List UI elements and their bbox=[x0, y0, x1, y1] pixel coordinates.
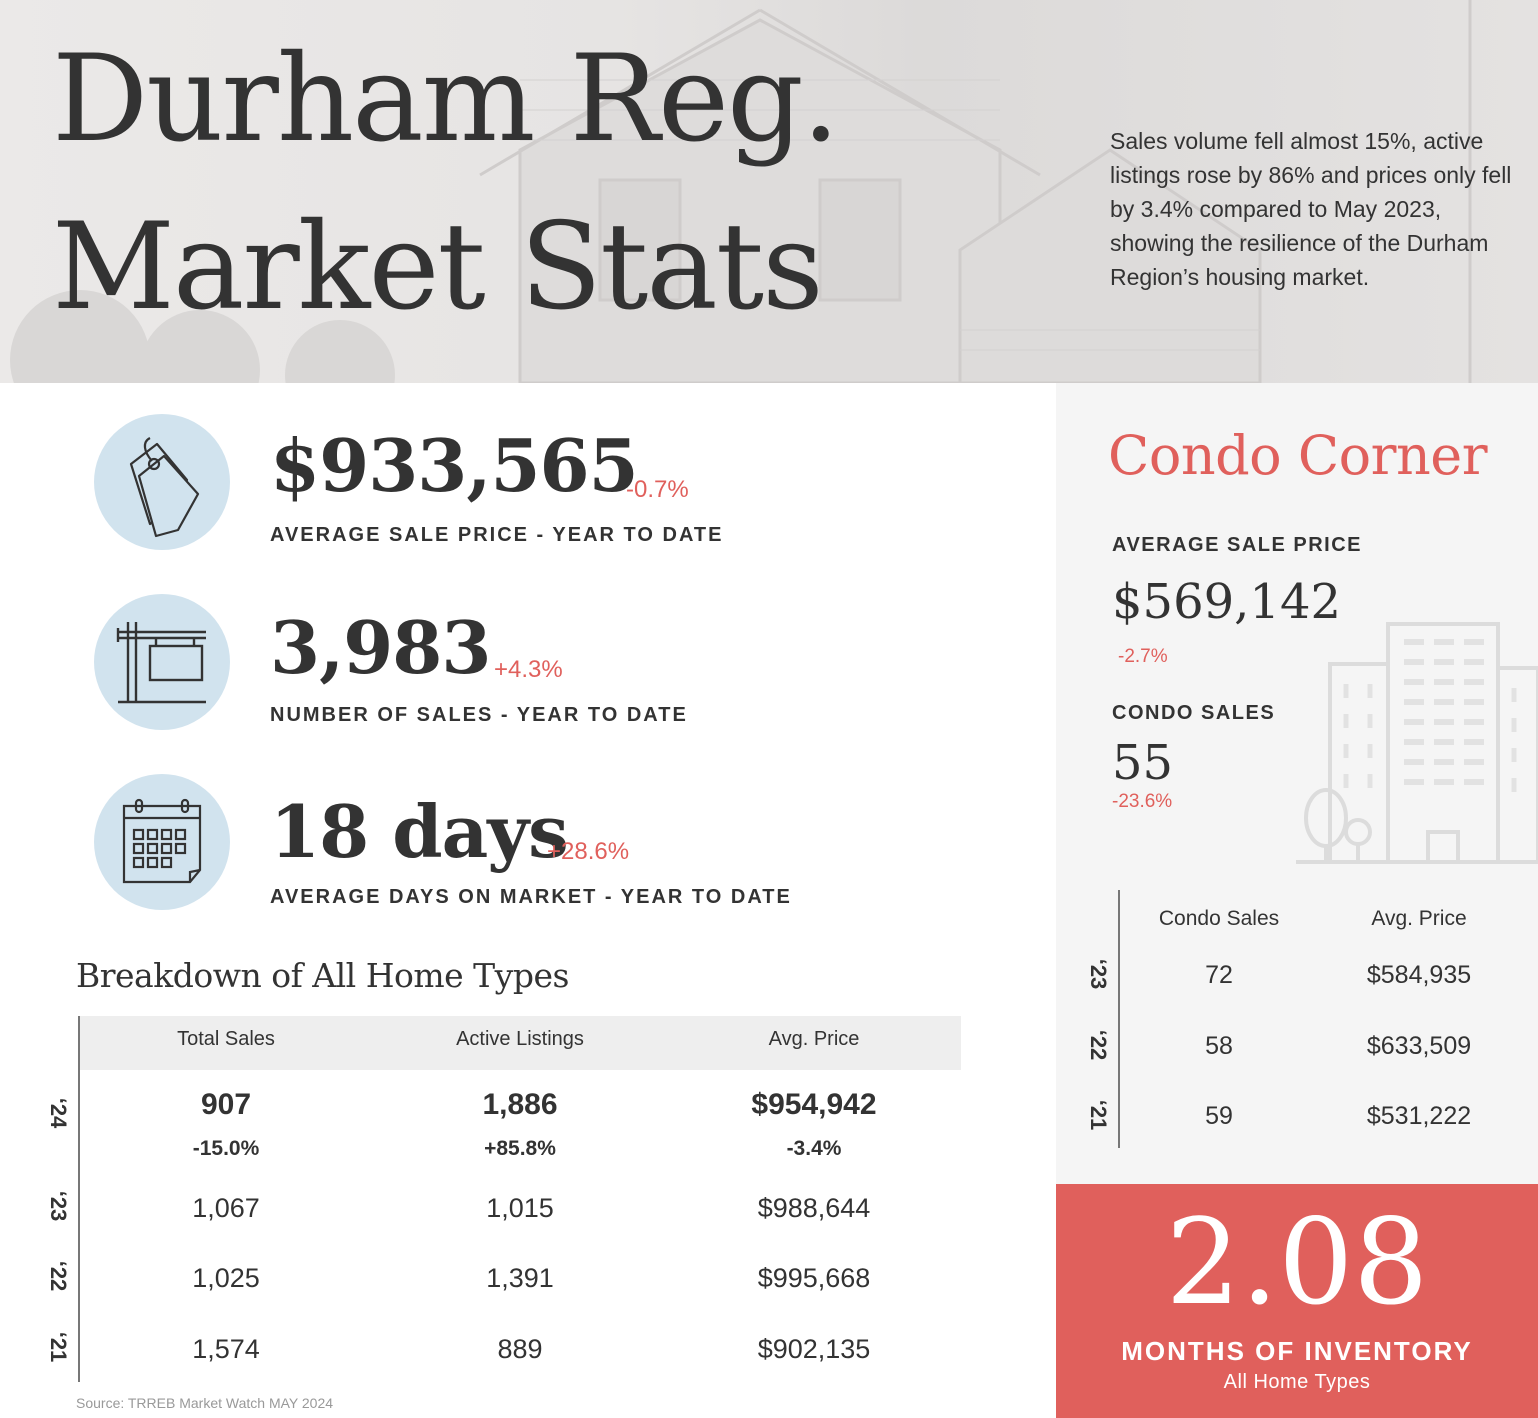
table-cell: 72 bbox=[1205, 961, 1233, 989]
row-year-label: ‘23 bbox=[46, 1190, 71, 1222]
avg-sale-price-change: -0.7% bbox=[626, 476, 689, 503]
days-on-market-value: 18 days bbox=[270, 789, 569, 874]
table-cell: 1,886 bbox=[482, 1088, 558, 1121]
table-cell: $531,222 bbox=[1366, 1102, 1472, 1130]
column-header-condo-sales: Condo Sales bbox=[1158, 907, 1280, 930]
for-sale-sign-icon bbox=[94, 594, 230, 730]
table-cell: 58 bbox=[1205, 1032, 1233, 1060]
table-cell: 1,067 bbox=[192, 1193, 260, 1223]
row-year-label: ‘23 bbox=[1086, 958, 1111, 990]
column-header-condo-avg-price: Avg. Price bbox=[1371, 907, 1467, 930]
calendar-icon bbox=[94, 774, 230, 910]
table-cell: 907 bbox=[200, 1088, 252, 1121]
page-title-line2: Market Stats bbox=[52, 198, 824, 337]
condo-table-axis-line bbox=[1118, 890, 1120, 1148]
table-cell-change: -3.4% bbox=[786, 1137, 842, 1160]
table-cell: 1,574 bbox=[192, 1334, 260, 1364]
row-year-label: ‘22 bbox=[46, 1260, 71, 1292]
table-cell: 1,025 bbox=[192, 1263, 260, 1293]
condo-avg-price-label: AVERAGE SALE PRICE bbox=[1112, 534, 1362, 556]
source-note: Source: TRREB Market Watch MAY 2024 bbox=[76, 1395, 334, 1411]
months-of-inventory-label: MONTHS OF INVENTORY bbox=[1121, 1336, 1473, 1366]
table-cell: 59 bbox=[1205, 1102, 1233, 1130]
column-header-active-listings: Active Listings bbox=[456, 1028, 584, 1050]
breakdown-axis-line bbox=[78, 1016, 80, 1382]
row-year-label: ‘21 bbox=[1086, 1099, 1111, 1131]
days-on-market-change: +28.6% bbox=[547, 838, 630, 865]
condo-sales-value: 55 bbox=[1112, 735, 1174, 791]
row-year-label: ‘22 bbox=[1086, 1029, 1111, 1061]
table-cell: $954,942 bbox=[751, 1088, 877, 1121]
buildings-icon bbox=[1296, 622, 1538, 864]
column-header-avg-price: Avg. Price bbox=[768, 1028, 860, 1050]
row-year-label: ‘21 bbox=[46, 1331, 71, 1363]
price-tag-icon bbox=[94, 414, 230, 550]
condo-avg-price-value: $569,142 bbox=[1112, 574, 1342, 630]
column-header-total-sales: Total Sales bbox=[177, 1028, 275, 1050]
table-cell: $995,668 bbox=[757, 1263, 871, 1293]
number-of-sales-label: NUMBER OF SALES - YEAR TO DATE bbox=[270, 704, 688, 726]
months-of-inventory-box bbox=[1056, 1184, 1538, 1418]
condo-sales-change: -23.6% bbox=[1112, 791, 1173, 812]
days-on-market-label: AVERAGE DAYS ON MARKET - YEAR TO DATE bbox=[270, 886, 792, 908]
header-banner: Durham Reg. Market Stats Sales volume fe… bbox=[0, 0, 1538, 383]
condo-corner-panel bbox=[1056, 383, 1538, 1185]
table-cell: 1,015 bbox=[486, 1193, 554, 1223]
number-of-sales-change: +4.3% bbox=[494, 656, 563, 683]
table-cell: $988,644 bbox=[757, 1193, 871, 1223]
row-year-label: ‘24 bbox=[46, 1097, 71, 1129]
avg-sale-price-label: AVERAGE SALE PRICE - YEAR TO DATE bbox=[270, 524, 724, 546]
table-cell: 889 bbox=[497, 1334, 543, 1364]
intro-text: Sales volume fell almost 15%, active lis… bbox=[1110, 128, 1512, 290]
page-title-line1: Durham Reg. bbox=[52, 30, 840, 169]
condo-corner-title: Condo Corner bbox=[1108, 424, 1488, 487]
breakdown-title: Breakdown of All Home Types bbox=[76, 956, 569, 995]
condo-avg-price-change: -2.7% bbox=[1118, 646, 1168, 667]
table-cell: $902,135 bbox=[757, 1334, 871, 1364]
condo-sales-label: CONDO SALES bbox=[1112, 702, 1276, 724]
number-of-sales-value: 3,983 bbox=[270, 605, 491, 690]
months-of-inventory-sublabel: All Home Types bbox=[1223, 1371, 1371, 1393]
avg-sale-price-value: $933,565 bbox=[270, 423, 639, 508]
table-cell-change: +85.8% bbox=[484, 1137, 556, 1160]
table-cell-change: -15.0% bbox=[192, 1137, 260, 1160]
house-background-image bbox=[10, 0, 1472, 383]
table-cell: $584,935 bbox=[1366, 961, 1472, 989]
table-cell: 1,391 bbox=[486, 1263, 554, 1293]
breakdown-table-header bbox=[80, 1016, 961, 1070]
months-of-inventory-value: 2.08 bbox=[1165, 1193, 1429, 1331]
table-cell: $633,509 bbox=[1366, 1032, 1472, 1060]
